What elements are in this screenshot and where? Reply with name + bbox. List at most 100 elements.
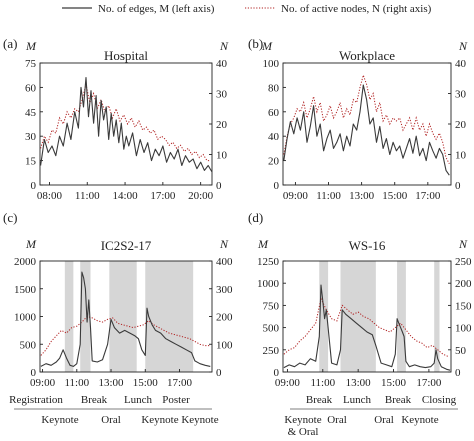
x-tick-label: 08:00 [37, 190, 63, 202]
left-tick-label: 0 [274, 180, 280, 192]
schedule-label-above: Closing [422, 394, 457, 406]
right-tick-label: 40 [455, 58, 467, 70]
right-axis-symbol: N [458, 39, 468, 53]
x-tick-label: 11:00 [310, 377, 335, 389]
shaded-session [64, 261, 74, 372]
schedule-label-below: Oral [327, 414, 347, 426]
x-tick-label: 13:00 [98, 377, 124, 389]
schedule-label-above: Lunch [343, 394, 372, 406]
left-axis-symbol: M [261, 39, 273, 53]
x-tick-label: 09:00 [275, 377, 301, 389]
nodes-series-line [283, 73, 450, 164]
schedule-label-above: Break [306, 394, 333, 406]
schedule-label-below: Oral [101, 414, 121, 426]
right-tick-label: 200 [216, 312, 233, 324]
schedule-label-below: & Oral [288, 426, 319, 438]
x-tick-label: 17:00 [167, 377, 193, 389]
right-tick-label: 100 [455, 323, 472, 335]
left-tick-label: 1250 [257, 256, 280, 268]
schedule-label-above: Break [81, 394, 108, 406]
left-axis-symbol: M [25, 39, 37, 53]
legend-edges-label: No. of edges, M (left axis) [98, 3, 215, 15]
left-axis-symbol: M [25, 237, 37, 251]
schedule-label-below: Oral [374, 414, 394, 426]
right-tick-label: 20 [216, 119, 228, 131]
panel-0: (a) Hospital M N 0 15 30 45 60 75 0 10 20 30 40 08:00 11… [3, 36, 229, 202]
edges-series-line [283, 84, 450, 176]
schedule-label-above: Break [385, 394, 412, 406]
x-tick-label: 20:00 [188, 190, 214, 202]
left-tick-label: 30 [25, 131, 37, 143]
panel-2: (c) IC2S2-17 M N 0 500 1000 1500 2000 0 100 200 300 4… [3, 210, 233, 426]
schedule-label-above: Poster [162, 394, 190, 406]
schedule-label-below: Keynote [41, 414, 78, 426]
shaded-session [80, 261, 91, 372]
left-tick-label: 2000 [14, 256, 37, 268]
right-tick-label: 0 [455, 367, 461, 379]
shaded-session [434, 261, 440, 372]
left-tick-label: 60 [25, 82, 37, 94]
shaded-session [397, 261, 406, 372]
left-tick-label: 80 [268, 82, 280, 94]
schedule-label-below: Keynote [141, 414, 178, 426]
shaded-session [340, 261, 376, 372]
panel-title: WS-16 [349, 238, 386, 253]
left-tick-label: 0 [31, 367, 37, 379]
right-axis-symbol: N [458, 237, 468, 251]
x-tick-label: 17:00 [415, 190, 441, 202]
x-tick-label: 14:00 [113, 190, 139, 202]
x-tick-label: 13:00 [349, 190, 375, 202]
left-tick-label: 15 [25, 156, 37, 168]
left-tick-label: 60 [268, 107, 280, 119]
shaded-session [109, 261, 137, 372]
schedule-label-above: Registration [9, 394, 63, 406]
right-tick-label: 100 [216, 339, 233, 351]
edges-series-line [283, 284, 451, 371]
right-tick-label: 200 [455, 278, 472, 290]
schedule-label-below: Keynote [181, 414, 218, 426]
right-tick-label: 0 [455, 180, 461, 192]
x-tick-label: 17:00 [416, 377, 442, 389]
x-tick-label: 11:00 [75, 190, 100, 202]
left-axis-symbol: M [257, 237, 269, 251]
x-tick-label: 15:00 [382, 190, 408, 202]
schedule-label-below: Keynote [401, 414, 438, 426]
right-tick-label: 0 [216, 180, 222, 192]
panel-label: (b) [248, 36, 263, 51]
right-tick-label: 300 [216, 284, 233, 296]
nodes-series-line [40, 84, 211, 162]
legend: No. of edges, M (left axis) No. of activ… [62, 3, 432, 15]
nodes-series-line [40, 315, 211, 356]
left-tick-label: 40 [268, 131, 280, 143]
shaded-session [319, 261, 329, 372]
right-tick-label: 400 [216, 256, 233, 268]
left-tick-label: 250 [263, 345, 280, 357]
right-tick-label: 250 [455, 256, 472, 268]
edges-series-line [40, 271, 211, 367]
x-tick-label: 17:00 [150, 190, 176, 202]
left-tick-label: 1000 [257, 278, 280, 290]
x-tick-label: 15:00 [133, 377, 159, 389]
panel-title: Workplace [339, 48, 395, 63]
left-tick-label: 1500 [14, 284, 37, 296]
right-tick-label: 50 [455, 345, 467, 357]
panel-title: IC2S2-17 [101, 238, 152, 253]
right-tick-label: 20 [455, 119, 467, 131]
edges-series-line [40, 77, 213, 173]
panel-title: Hospital [104, 48, 148, 63]
x-tick-label: 13:00 [346, 377, 372, 389]
left-tick-label: 20 [268, 156, 280, 168]
x-tick-label: 15:00 [381, 377, 407, 389]
left-tick-label: 750 [263, 300, 280, 312]
plot-frame [282, 260, 452, 373]
left-tick-label: 500 [263, 323, 280, 335]
right-tick-label: 0 [216, 367, 222, 379]
right-tick-label: 10 [216, 150, 228, 162]
left-tick-label: 100 [263, 58, 280, 70]
x-tick-label: 11:00 [64, 377, 89, 389]
left-tick-label: 45 [25, 107, 37, 119]
right-tick-label: 30 [455, 89, 467, 101]
left-tick-label: 500 [20, 339, 37, 351]
panel-label: (c) [3, 210, 17, 225]
